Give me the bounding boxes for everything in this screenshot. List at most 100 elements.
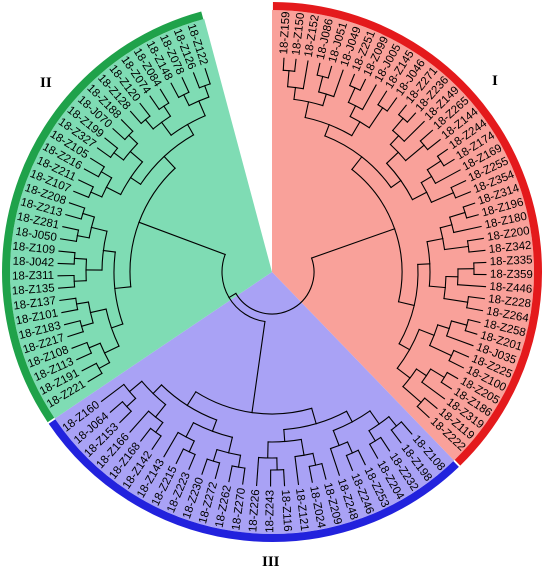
leaf-label: 18-Z159	[278, 11, 292, 54]
branch-segment	[251, 320, 266, 414]
branch-segment	[386, 97, 398, 112]
branch-segment	[396, 367, 411, 379]
branch-segment	[391, 117, 404, 132]
leaf-label: 18-Z137	[13, 295, 57, 313]
branch-segment	[88, 342, 101, 349]
branch-segment	[345, 454, 354, 472]
branch-segment	[98, 361, 111, 370]
branch-segment	[453, 349, 470, 358]
branch-segment	[385, 151, 400, 165]
branch-segment	[100, 170, 113, 179]
branch-segment	[129, 410, 150, 433]
branch-segment	[397, 301, 415, 307]
branch-segment	[377, 90, 388, 106]
branch-segment	[73, 190, 90, 199]
branch-segment	[426, 138, 441, 151]
branch-segment	[103, 345, 120, 354]
branch-segment	[416, 405, 430, 419]
clade-label-II: II	[40, 75, 52, 91]
branch-segment	[445, 335, 474, 347]
branch-segment	[186, 391, 197, 407]
branch-segment	[212, 448, 218, 462]
branch-segment	[57, 262, 75, 265]
branch-segment	[398, 343, 411, 351]
branch-segment	[403, 120, 425, 142]
branch-segment	[411, 191, 428, 201]
branch-segment	[450, 180, 467, 189]
branch-segment	[332, 429, 340, 447]
clade-label-I: I	[492, 73, 498, 89]
branch-segment	[175, 448, 185, 465]
leaf-label: 18-Z335	[490, 254, 533, 268]
branch-segment	[62, 226, 80, 231]
branch-segment	[361, 84, 377, 111]
clade-sector-II	[9, 18, 273, 419]
branch-segment	[473, 261, 487, 264]
branch-segment	[83, 168, 100, 178]
branch-segment	[318, 75, 324, 93]
branch-segment	[120, 119, 134, 132]
clade-ring-I	[272, 2, 543, 466]
branch-segment	[351, 121, 361, 137]
clade-sector-I	[272, 10, 535, 461]
branch-segment	[242, 467, 246, 485]
branch-segment	[388, 415, 398, 427]
branch-segment	[114, 286, 132, 290]
branch-segment	[368, 429, 377, 442]
branch-segment	[389, 134, 400, 146]
branch-segment	[154, 403, 167, 418]
branch-segment	[293, 86, 297, 101]
branch-segment	[144, 118, 154, 130]
branch-segment	[58, 250, 76, 254]
leaf-label: 18-Z121	[293, 488, 310, 532]
branch-segment	[125, 397, 137, 408]
branch-segment	[128, 134, 139, 145]
branch-segment	[61, 308, 79, 314]
branch-segment	[312, 452, 317, 466]
branch-segment	[90, 226, 108, 232]
branch-segment	[304, 101, 310, 119]
branch-segment	[71, 341, 88, 349]
leaf-label: 18-Z243	[264, 490, 276, 533]
branch-segment	[282, 57, 285, 71]
branch-segment	[434, 169, 461, 185]
branch-segment	[163, 105, 172, 117]
branch-segment	[182, 94, 190, 107]
branch-segment	[448, 359, 465, 369]
branch-segment	[449, 211, 466, 218]
branch-segment	[440, 381, 453, 390]
branch-segment	[59, 238, 78, 242]
branch-segment	[436, 148, 449, 158]
clade-label-III: III	[262, 554, 280, 570]
branch-segment	[76, 352, 93, 361]
branch-segment	[100, 383, 125, 403]
branch-segment	[390, 429, 402, 444]
branch-segment	[418, 328, 435, 337]
branch-segment	[102, 249, 116, 253]
branch-segment	[346, 441, 354, 454]
branch-segment	[159, 88, 170, 104]
branch-segment	[63, 320, 81, 326]
branch-segment	[464, 329, 478, 335]
branch-segment	[154, 421, 164, 434]
branch-segment	[466, 307, 484, 312]
leaf-label: 18-Z150	[290, 12, 307, 56]
leaf-label: 18-J042	[12, 256, 54, 270]
branch-segment	[119, 410, 133, 424]
branch-segment	[139, 427, 152, 442]
branch-segment	[109, 400, 124, 414]
branch-segment	[186, 123, 195, 136]
branch-segment	[90, 191, 103, 198]
branch-segment	[456, 284, 487, 288]
clade-sector-III	[54, 272, 454, 535]
branch-segment	[454, 191, 472, 199]
branch-segment	[76, 235, 90, 239]
branch-segment	[65, 214, 82, 220]
leaf-label: 18-Z311	[12, 270, 54, 283]
branch-segment	[188, 453, 196, 470]
branch-segment	[310, 228, 396, 259]
branch-segment	[188, 440, 195, 453]
branch-segment	[211, 419, 218, 432]
branch-segment	[368, 443, 379, 459]
branch-segment	[406, 112, 417, 123]
